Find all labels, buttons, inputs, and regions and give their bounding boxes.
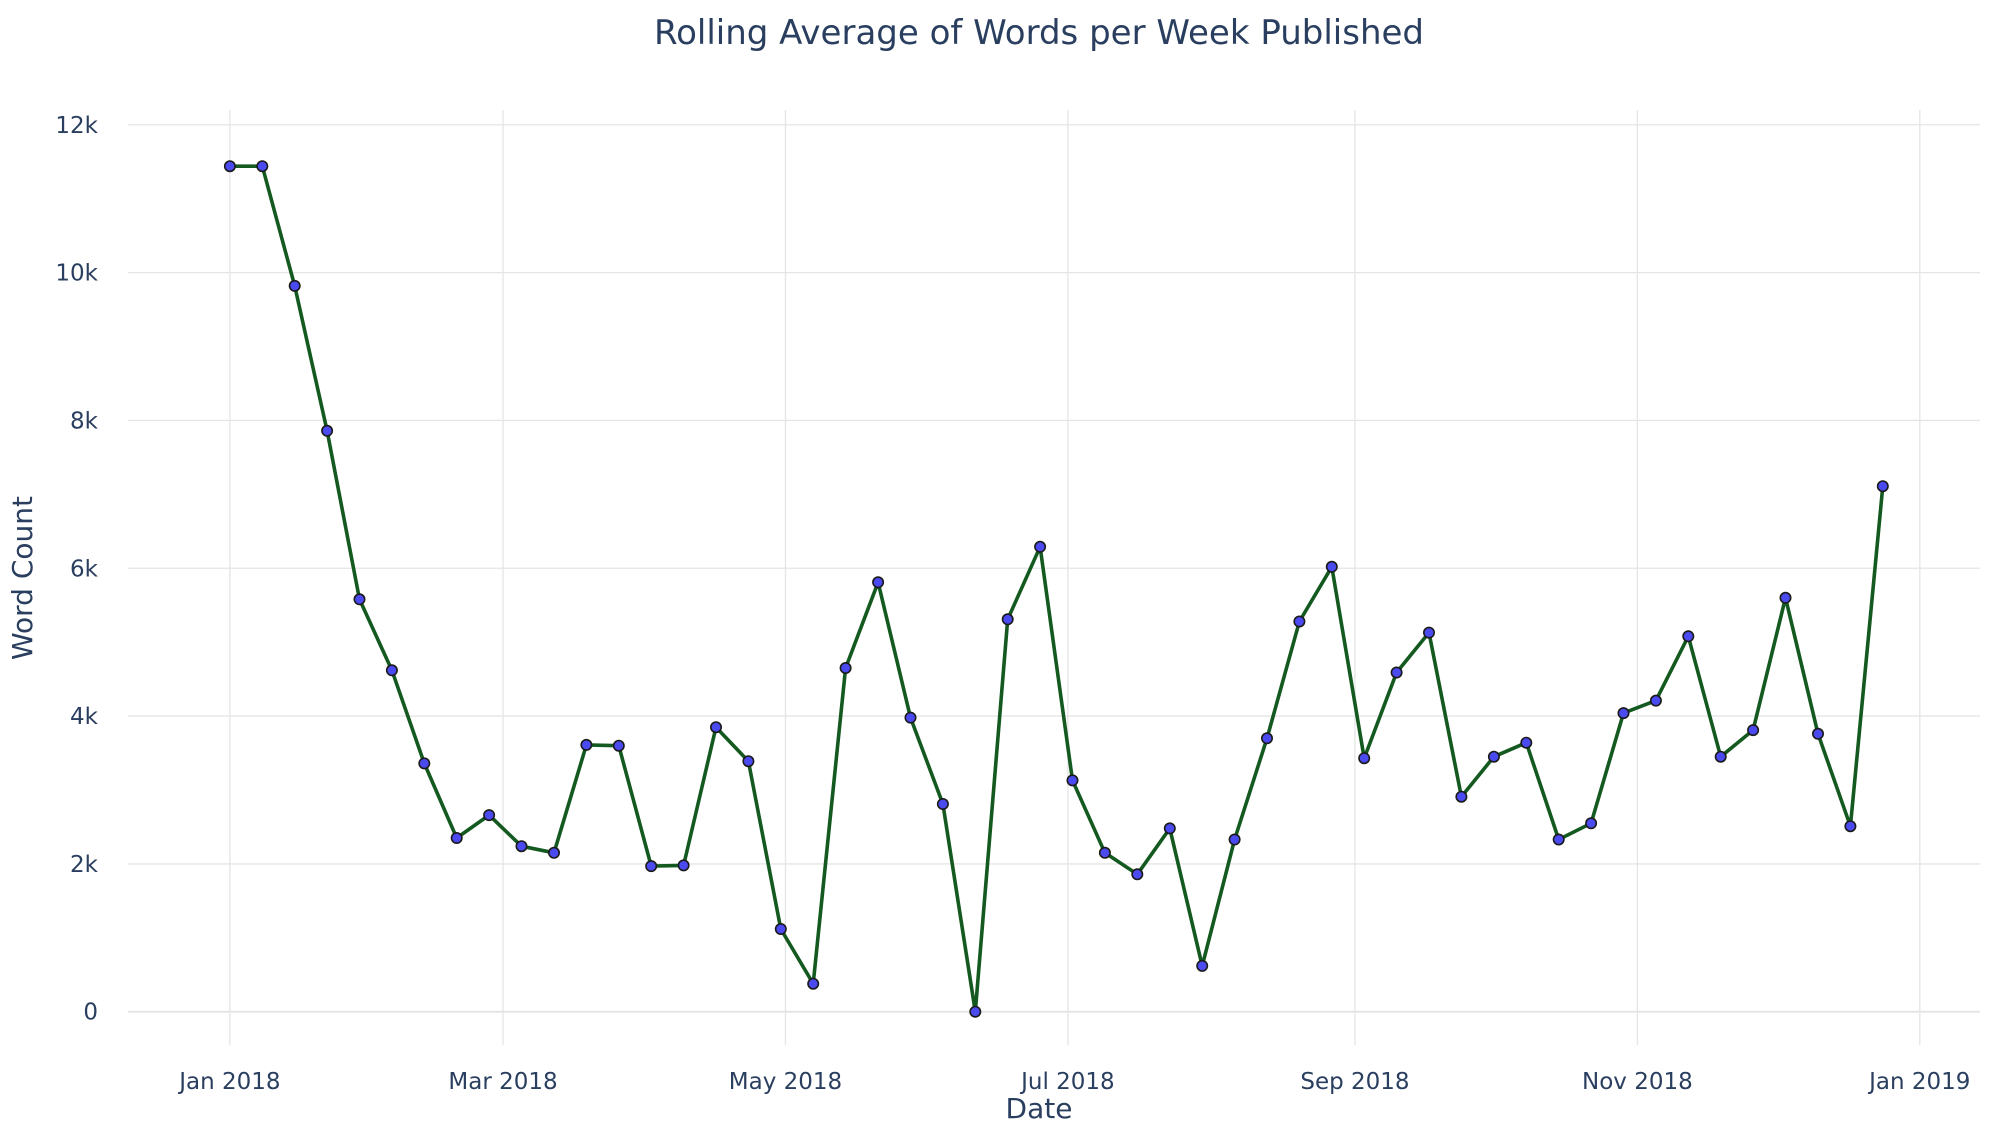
data-point (709, 721, 722, 734)
data-point (385, 664, 398, 677)
x-axis-ticks: Jan 2018 Mar 2018 May 2018 Jul 2018 Sep 2018… (177, 1069, 1970, 1095)
x-tick-label: May 2018 (729, 1069, 842, 1095)
data-point (256, 160, 269, 173)
data-point (1682, 630, 1695, 643)
y-tick-label: 6k (70, 556, 99, 582)
data-point (450, 831, 463, 844)
x-tick-label: Jan 2019 (1867, 1069, 1970, 1095)
data-point (872, 576, 885, 589)
x-tick-label: Jul 2018 (1019, 1069, 1115, 1095)
data-point (515, 840, 528, 853)
data-point (1325, 560, 1338, 573)
data-point (1228, 833, 1241, 846)
x-tick-label: Mar 2018 (448, 1069, 557, 1095)
data-point (1876, 480, 1889, 493)
data-point (1196, 959, 1209, 972)
data-point (1066, 774, 1079, 787)
data-point (1261, 732, 1274, 745)
y-axis-title: Word Count (6, 496, 39, 660)
data-point (1585, 817, 1598, 830)
data-point (677, 859, 690, 872)
data-point (1390, 666, 1403, 679)
grid (128, 110, 1980, 1045)
data-point (1520, 736, 1533, 749)
data-point (1552, 833, 1565, 846)
data-point (418, 757, 431, 770)
data-point (612, 739, 625, 752)
data-point (1455, 790, 1468, 803)
series (223, 160, 1889, 1018)
data-point (1844, 820, 1857, 833)
data-point (288, 279, 301, 292)
data-point (1131, 868, 1144, 881)
data-point (742, 755, 755, 768)
data-point (1358, 752, 1371, 765)
data-point (904, 711, 917, 724)
data-point (807, 977, 820, 990)
chart-title: Rolling Average of Words per Week Publis… (654, 13, 1424, 53)
data-point (1034, 540, 1047, 553)
data-point (321, 424, 334, 437)
data-point (1747, 724, 1760, 737)
x-axis-title: Date (1006, 1092, 1073, 1122)
y-tick-label: 10k (55, 261, 98, 287)
data-point (969, 1005, 982, 1018)
x-tick-label: Sep 2018 (1300, 1069, 1409, 1095)
data-point (1293, 615, 1306, 628)
x-tick-label: Jan 2018 (177, 1069, 280, 1095)
data-point (483, 809, 496, 822)
y-tick-label: 12k (55, 113, 98, 139)
data-point (936, 797, 949, 810)
y-axis-ticks: 0 2k 4k 6k 8k 10k 12k (55, 113, 98, 1026)
data-point (1163, 822, 1176, 835)
data-point (774, 922, 787, 935)
data-point (1812, 727, 1825, 740)
data-point (1001, 613, 1014, 626)
x-tick-label: Nov 2018 (1582, 1069, 1693, 1095)
data-point (1617, 707, 1630, 720)
y-tick-label: 4k (70, 704, 99, 730)
data-point (1487, 750, 1500, 763)
y-tick-label: 8k (70, 408, 99, 434)
y-tick-label: 0 (83, 1000, 98, 1026)
data-point (1098, 846, 1111, 859)
data-point (1649, 694, 1662, 707)
data-point (839, 661, 852, 674)
data-point (223, 160, 236, 173)
data-point (1714, 750, 1727, 763)
data-point (580, 738, 593, 751)
data-point (353, 593, 366, 606)
y-tick-label: 2k (70, 852, 99, 878)
data-point (547, 846, 560, 859)
series-line (229, 164, 1885, 1014)
data-point (1423, 626, 1436, 639)
data-point (1779, 591, 1792, 604)
data-point (645, 860, 658, 873)
